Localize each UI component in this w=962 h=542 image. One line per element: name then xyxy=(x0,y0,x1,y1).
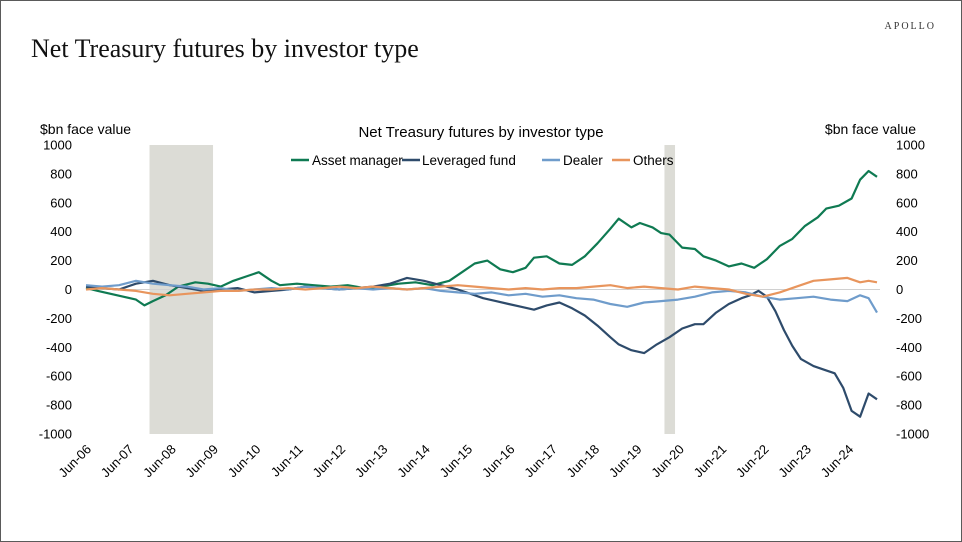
x-tick: Jun-17 xyxy=(521,442,560,481)
y-tick-left: -800 xyxy=(46,398,72,413)
y-tick-left: 600 xyxy=(50,195,72,210)
y-tick-right: -600 xyxy=(896,369,922,384)
x-tick: Jun-13 xyxy=(352,442,391,481)
x-tick: Jun-10 xyxy=(225,442,264,481)
x-tick: Jun-22 xyxy=(733,442,772,481)
x-tick: Jun-19 xyxy=(606,442,645,481)
y-tick-right: 400 xyxy=(896,224,918,239)
y-axis-right: 1000 800 600 400 200 0 -200 -400 -600 -800 -1000 xyxy=(896,138,929,442)
y-tick-right: 600 xyxy=(896,195,918,210)
x-tick: Jun-09 xyxy=(182,442,221,481)
chart-title: Net Treasury futures by investor type xyxy=(358,124,603,141)
y-tick-right: 1000 xyxy=(896,138,925,153)
x-tick: Jun-12 xyxy=(309,442,348,481)
y-axis-left: 1000 800 600 400 200 0 -200 -400 -600 -800 -1000 xyxy=(39,138,72,442)
x-tick: Jun-07 xyxy=(98,442,137,481)
legend-label: Dealer xyxy=(563,153,603,168)
y-axis-label-left: $bn face value xyxy=(40,121,131,137)
y-tick-right: -800 xyxy=(896,398,922,413)
y-tick-left: -200 xyxy=(46,311,72,326)
series-line-leveraged-fund xyxy=(85,276,878,418)
y-tick-left: 1000 xyxy=(43,138,72,153)
x-tick: Jun-16 xyxy=(479,442,518,481)
legend-label: Leveraged fund xyxy=(422,153,516,168)
series-line-asset-manager xyxy=(85,169,878,307)
x-tick: Jun-20 xyxy=(648,442,687,481)
y-tick-right: -1000 xyxy=(896,427,929,442)
y-tick-left: 0 xyxy=(65,282,72,297)
y-tick-left: -400 xyxy=(46,340,72,355)
y-tick-right: -400 xyxy=(896,340,922,355)
brand-logo: APOLLO xyxy=(884,21,936,32)
x-tick: Jun-24 xyxy=(818,442,857,481)
y-tick-right: 0 xyxy=(896,282,903,297)
y-tick-right: -200 xyxy=(896,311,922,326)
y-tick-left: 800 xyxy=(50,166,72,181)
y-tick-left: 400 xyxy=(50,224,72,239)
y-tick-left: 200 xyxy=(50,253,72,268)
x-tick: Jun-11 xyxy=(268,442,306,480)
series-layer xyxy=(85,169,878,418)
y-tick-left: -600 xyxy=(46,369,72,384)
y-tick-left: -1000 xyxy=(39,427,72,442)
x-tick: Jun-14 xyxy=(394,442,433,481)
legend-label: Asset manager xyxy=(312,153,403,168)
y-tick-right: 800 xyxy=(896,166,918,181)
x-tick: Jun-21 xyxy=(691,442,730,481)
x-tick: Jun-06 xyxy=(55,442,94,481)
x-tick: Jun-23 xyxy=(775,442,814,481)
legend: Asset manager Leveraged fund Dealer Others xyxy=(291,153,674,168)
x-tick: Jun-15 xyxy=(437,442,476,481)
legend-label: Others xyxy=(633,153,674,168)
y-tick-right: 200 xyxy=(896,253,918,268)
y-axis-label-right: $bn face value xyxy=(825,121,916,137)
x-tick: Jun-18 xyxy=(564,442,603,481)
series-line-others xyxy=(85,276,878,298)
x-axis: Jun-06 Jun-07 Jun-08 Jun-09 Jun-10 Jun-11 Jun-… xyxy=(55,442,856,481)
page-title: Net Treasury futures by investor type xyxy=(31,34,419,63)
x-tick: Jun-08 xyxy=(140,442,179,481)
